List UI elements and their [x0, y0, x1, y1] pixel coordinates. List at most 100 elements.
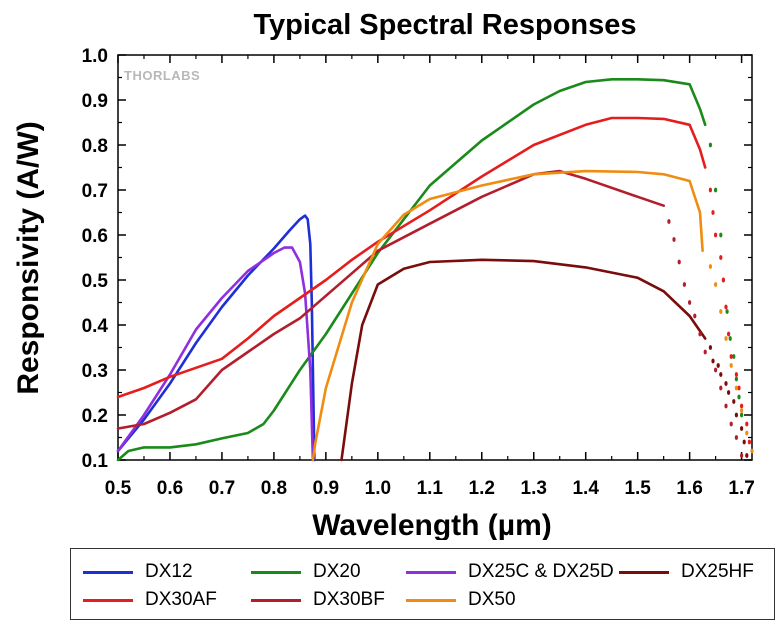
series-dx20-dot [728, 336, 732, 341]
x-tick-label: 1.4 [572, 478, 599, 499]
series-dx30af-dot [740, 403, 744, 409]
series-dx25hf-dot [711, 358, 715, 364]
series-dx30af-dot [719, 255, 723, 260]
x-tick-label: 1.5 [624, 478, 651, 499]
y-axis-label: Responsivity (A/W) [12, 121, 45, 394]
x-tick-label: 0.6 [157, 478, 183, 499]
series-dx30af-dot [708, 187, 713, 193]
legend-swatch [406, 570, 456, 574]
y-tick-label: 0.2 [82, 406, 108, 427]
series-dx30af-dot [734, 372, 739, 377]
x-tick-label: 0.9 [313, 478, 339, 499]
series-dx25hf-line [340, 258, 707, 462]
series-dx20-dot [714, 187, 718, 193]
thorlabs-watermark: THORLABS [124, 68, 200, 83]
series-dx50-dot [724, 336, 728, 341]
legend-item-dx25c-dx25d: DX25C & DX25D [406, 559, 614, 585]
legend-label: DX25HF [681, 561, 754, 582]
x-axis-label: Wavelength (µm) [312, 509, 552, 540]
series-dx30bf-dot [682, 282, 687, 287]
series-dx30bf-dot [714, 367, 718, 373]
series-dx30bf-dot [677, 259, 681, 265]
series-dx30bf-dot [703, 349, 707, 355]
legend-label: DX50 [468, 589, 516, 610]
y-tick-label: 0.3 [82, 361, 108, 382]
legend-swatch [83, 570, 133, 574]
series-dx50-dot [719, 309, 723, 314]
series-dx25hf-dot [708, 345, 713, 350]
series-dx20-dot [708, 142, 713, 148]
x-tick-label: 1.6 [676, 478, 702, 499]
x-tick-label: 1.7 [728, 478, 754, 499]
series-dx50-dot [708, 264, 713, 269]
series-dx25hf-dot [742, 439, 746, 445]
y-tick-label: 0.7 [82, 181, 108, 202]
series-dx20-dot [740, 412, 744, 418]
series-dx30af-line [116, 116, 707, 399]
series-dx30bf-dot [719, 385, 723, 391]
legend-item-dx20: DX20 [251, 559, 361, 585]
series-dx30af-dot [747, 439, 752, 445]
series-dx25hf-dot [745, 453, 749, 458]
series-dx30af-dot [729, 354, 733, 359]
x-tick-label: 0.7 [209, 478, 235, 499]
legend-swatch [619, 570, 669, 574]
series-dx50-dot [714, 282, 718, 287]
legend-item-dx12: DX12 [83, 559, 193, 585]
y-tick-label: 0.8 [82, 136, 108, 157]
legend-swatch [251, 570, 301, 574]
series-dx25hf-dot [727, 390, 731, 395]
chart-title: Typical Spectral Responses [253, 9, 636, 41]
legend-label: DX30AF [145, 589, 217, 610]
legend-label: DX20 [313, 561, 361, 582]
y-tick-label: 1.0 [82, 46, 108, 67]
series-dx30af-dot [711, 210, 715, 215]
series-dx50-line [311, 169, 704, 462]
series-dx25hf-dot [732, 399, 736, 404]
legend-label: DX25C & DX25D [468, 561, 614, 582]
x-tick-label: 1.3 [521, 478, 547, 499]
series-dx20-dot [719, 232, 723, 238]
series-dx30af-dot [727, 331, 731, 337]
series-dx50-dot [740, 408, 744, 413]
series-dx20-dot [732, 354, 736, 359]
series-dx50-dot [750, 448, 754, 454]
x-tick-label: 1.2 [469, 478, 495, 499]
legend-item-dx30bf: DX30BF [251, 587, 385, 613]
series-dx25hf-dot [716, 363, 720, 368]
series-dx30bf-dot [693, 313, 697, 319]
series-dx25hf-dot [719, 372, 723, 377]
series-dx30bf-dot [667, 219, 671, 224]
legend: DX12 DX20 DX25C & DX25D DX25HF DX30AF DX30BF D… [70, 548, 775, 620]
legend-swatch [251, 598, 301, 602]
plot-area: 0.1 0.2 0.3 0.4 0.5 0.6 0.7 0.8 0.9 1.0 0.5 0.6 0.7 0… [82, 46, 755, 499]
series-dx30bf-dot [698, 331, 702, 337]
series-dx25c-dx25d-line [116, 246, 315, 462]
series-dx30bf-dot [740, 453, 744, 458]
series-dx25hf-dot [724, 381, 728, 386]
series-dx30af-dot [721, 277, 726, 283]
x-tick-label: 0.8 [261, 478, 287, 499]
x-tick-label: 0.5 [105, 478, 132, 499]
spectral-response-chart: Typical Spectral Responses Responsivity … [12, 9, 755, 540]
legend-item-dx25hf: DX25HF [619, 559, 754, 585]
series-dx30af-dot [724, 304, 728, 310]
series-dx50-dot [729, 363, 733, 368]
series-dx20-dot [725, 309, 729, 314]
legend-item-dx30af: DX30AF [83, 587, 217, 613]
y-tick-label: 0.5 [82, 271, 109, 292]
series-dx30bf-dot [688, 300, 692, 305]
legend-label: DX30BF [313, 589, 385, 610]
x-tick-label: 1.0 [365, 478, 391, 499]
series-dx30bf-dot [729, 421, 733, 427]
series-dx30af-dot [745, 421, 749, 427]
series-dx20-dot [737, 394, 741, 400]
series-dx30bf-dot [734, 435, 739, 440]
y-tick-label: 0.9 [82, 91, 108, 112]
series-dx30bf-dot [672, 237, 676, 242]
series-dx30bf-dot [724, 403, 728, 409]
series-dx12-line [116, 214, 316, 462]
y-tick-label: 0.1 [82, 451, 109, 472]
series-dx50-dot [734, 385, 739, 391]
series-dx20-line [116, 78, 707, 462]
